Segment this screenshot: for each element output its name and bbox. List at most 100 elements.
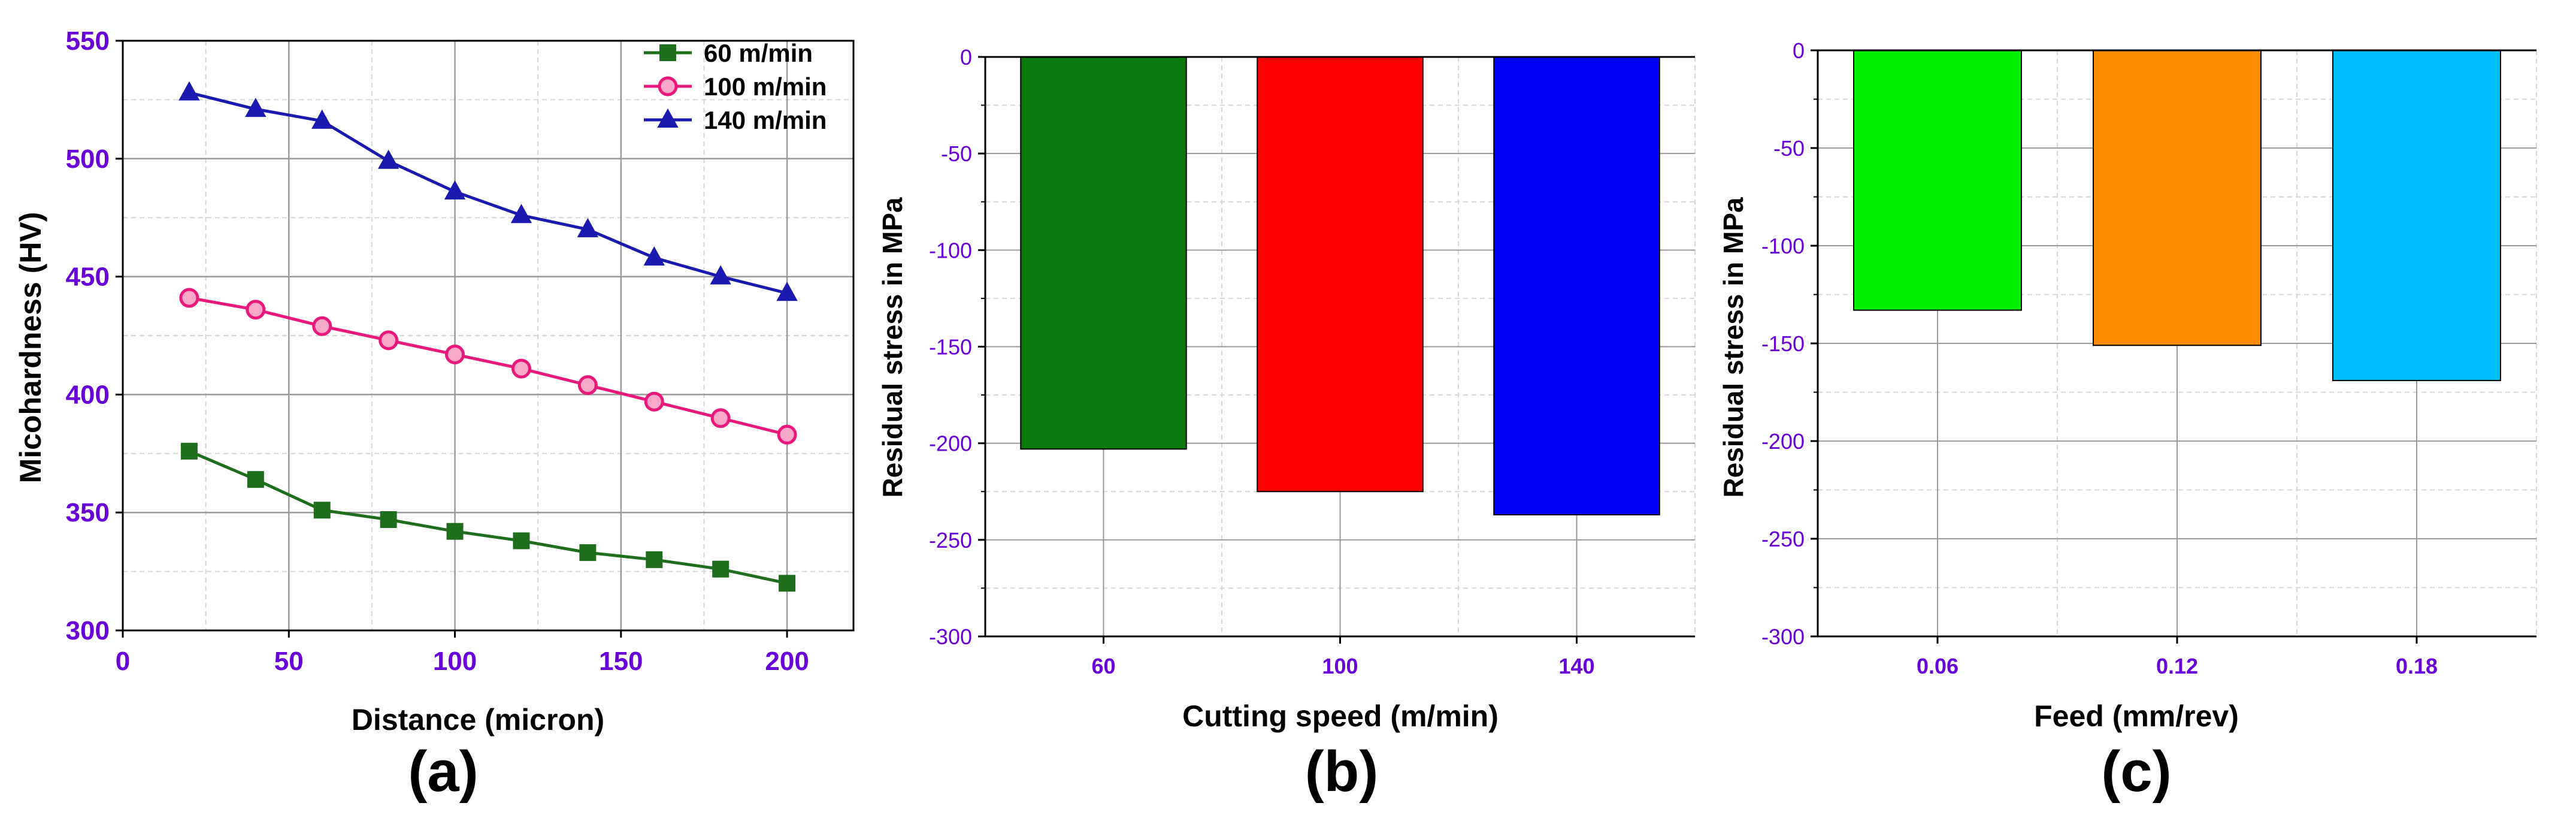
panel-a-legend: 60 m/min 100 m/min 140 m/min: [644, 39, 827, 134]
y-tick-label: -150: [929, 335, 972, 360]
panel-c-bars: [1853, 50, 2501, 381]
panel-a-x-axis-title: Distance (micron): [352, 703, 604, 737]
data-point: [646, 551, 663, 568]
y-tick-label: 300: [66, 616, 110, 645]
panel-a-markers: [178, 81, 798, 592]
series-line-140-m-min: [189, 91, 788, 295]
y-tick-label: -50: [1773, 136, 1805, 161]
bar-0.06: [1853, 50, 2022, 311]
series-line-100-m-min: [189, 296, 788, 436]
data-point: [245, 98, 267, 117]
y-tick-label: -300: [1761, 624, 1805, 649]
x-tick-label: 100: [433, 647, 477, 676]
y-tick-label: -50: [941, 141, 972, 166]
legend-label: 100 m/min: [704, 73, 827, 101]
legend-swatch-marker: [658, 76, 678, 96]
panel-c-x-tick-labels: 0.06 0.12 0.18: [1917, 654, 2438, 678]
plot-frame: [122, 40, 855, 632]
y-tick-label: 550: [66, 26, 110, 56]
data-point: [178, 81, 200, 101]
panel-b-y-tick-labels: 0 -50 -100 -150 -200 -250 -300: [929, 45, 972, 649]
panel-b-x-axis-title: Cutting speed (m/min): [1182, 699, 1499, 733]
x-tick-label: 0: [116, 647, 130, 676]
bar-140: [1493, 56, 1660, 515]
panel-c-y-tick-labels: 0 -50 -100 -150 -200 -250 -300: [1761, 38, 1805, 649]
legend-label: 60 m/min: [704, 39, 813, 67]
data-point: [776, 282, 798, 301]
x-tick-label: 0.06: [1917, 654, 1959, 678]
data-point: [312, 316, 332, 336]
data-point: [179, 288, 199, 308]
legend-swatch-marker: [659, 44, 676, 61]
data-point: [779, 575, 796, 592]
data-point: [180, 442, 198, 460]
bar-60: [1020, 56, 1187, 450]
x-tick-label: 60: [1091, 654, 1115, 678]
bar-100: [1257, 56, 1424, 493]
y-tick-label: -100: [1761, 234, 1805, 258]
data-point: [379, 330, 399, 351]
y-tick-label: 500: [66, 144, 110, 174]
panel-a-y-tick-labels: 300 350 400 450 500 550: [66, 26, 110, 645]
panel-c-label: (c): [2101, 740, 2171, 804]
data-point: [311, 109, 333, 129]
data-point: [446, 523, 464, 540]
panel-a-label: (a): [408, 740, 478, 804]
x-tick-label: 100: [1322, 654, 1358, 678]
series-line-60-m-min: [188, 449, 788, 585]
data-point: [380, 511, 397, 529]
data-point: [445, 344, 465, 364]
y-tick-label: -250: [1761, 527, 1805, 551]
panel-b-y-axis-title: Residual stress in MPa: [877, 197, 908, 497]
x-tick-label: 50: [274, 647, 304, 676]
bar-0.18: [2332, 50, 2501, 381]
panel-b-x-tick-labels: 60 100 140: [1091, 654, 1594, 678]
panel-a-x-tick-labels: 0 50 100 150 200: [116, 647, 809, 676]
y-tick-label: 350: [66, 498, 110, 527]
y-tick-label: -250: [929, 528, 972, 553]
data-point: [444, 180, 466, 200]
panel-b-axes: [978, 56, 1695, 644]
x-tick-label: 0.12: [2156, 654, 2198, 678]
panel-a-axes: [116, 40, 855, 638]
x-tick-label: 0.18: [2396, 654, 2438, 678]
panel-b-bar-chart: 60 100 140 0 -50 -100 -150 -200 -250 -300 Cuttin…: [877, 45, 1696, 804]
y-tick-label: 0: [1793, 38, 1805, 63]
y-tick-label: -200: [1761, 429, 1805, 454]
bar-0.12: [2093, 50, 2262, 346]
panel-a-series-lines: [188, 91, 788, 585]
data-point: [513, 532, 530, 550]
x-tick-label: 150: [599, 647, 643, 676]
data-point: [579, 544, 597, 562]
y-tick-label: -200: [929, 431, 972, 456]
legend-label: 140 m/min: [704, 106, 827, 134]
data-point: [712, 560, 729, 578]
panel-a-line-chart: 0 50 100 150 200 300 350 400 450 500 550 Distance…: [14, 26, 855, 804]
panel-b-label: (b): [1305, 740, 1379, 804]
y-tick-label: -150: [1761, 331, 1805, 356]
data-point: [511, 358, 531, 379]
y-tick-label: 400: [66, 380, 110, 409]
panel-c-y-axis-title: Residual stress in MPa: [1718, 197, 1749, 497]
data-point: [710, 265, 731, 285]
data-point: [510, 204, 532, 224]
y-tick-label: 0: [960, 45, 972, 70]
data-point: [777, 424, 797, 445]
x-tick-label: 200: [765, 647, 809, 676]
data-point: [643, 246, 665, 266]
data-point: [377, 149, 399, 169]
panel-c-axes: [1811, 49, 2536, 644]
y-tick-label: -100: [929, 238, 972, 262]
y-tick-label: 450: [66, 262, 110, 292]
data-point: [246, 300, 266, 320]
data-point: [577, 375, 598, 396]
data-point: [313, 502, 331, 519]
panel-b-bars: [1020, 56, 1660, 515]
data-point: [644, 391, 664, 412]
data-point: [577, 218, 599, 237]
panel-c-x-axis-title: Feed (mm/rev): [2034, 699, 2239, 733]
y-tick-label: -300: [929, 624, 972, 649]
panel-a-y-axis-title: Micohardness (HV): [14, 212, 47, 484]
data-point: [247, 471, 264, 488]
